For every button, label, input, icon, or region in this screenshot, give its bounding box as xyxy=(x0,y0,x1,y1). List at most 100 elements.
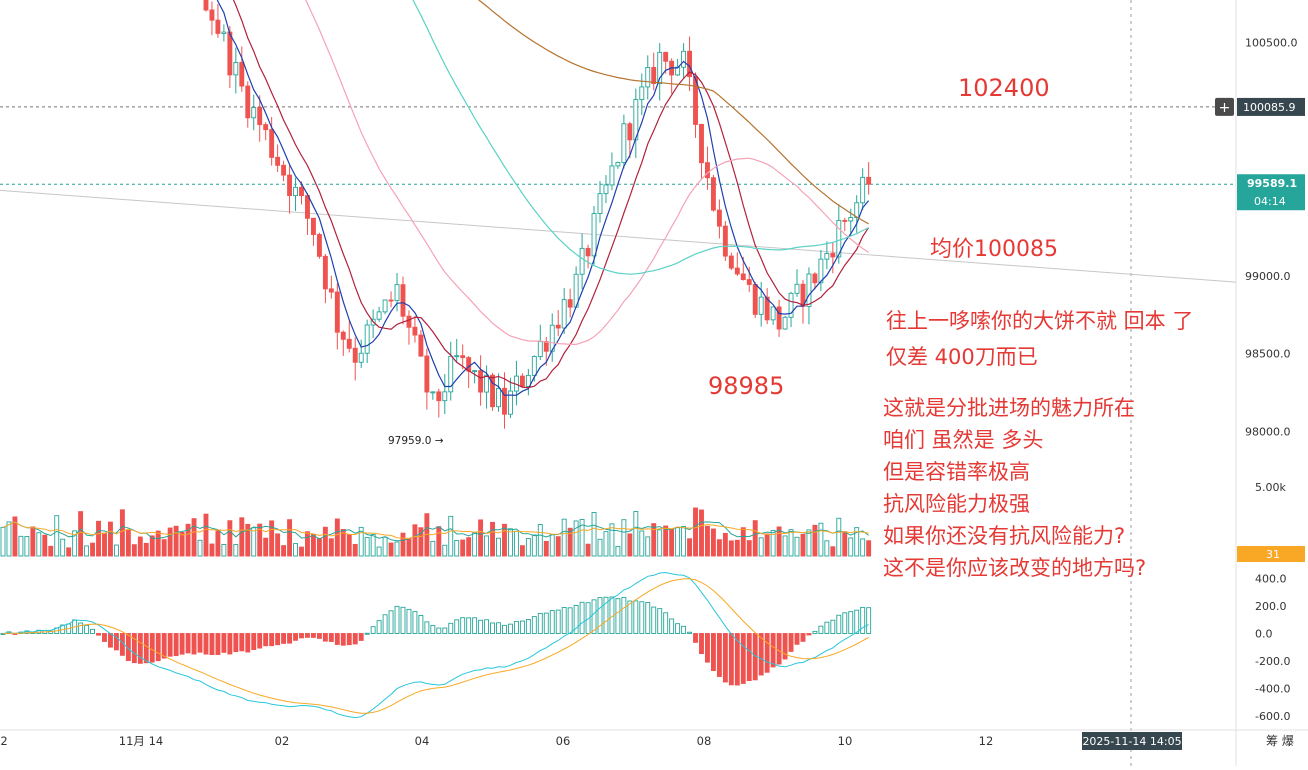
candle-body xyxy=(293,186,298,197)
volume-bar-17 xyxy=(102,532,107,557)
ma-line-5 xyxy=(216,0,870,396)
candle-75 xyxy=(448,341,454,401)
macd-bar-42 xyxy=(251,633,257,651)
macd-bar-144 xyxy=(860,606,866,634)
candle-body xyxy=(275,156,281,166)
ma-line-60 xyxy=(412,0,869,275)
volume-bar-39 xyxy=(233,544,239,557)
candle-63 xyxy=(376,306,382,322)
current-price-tag-text: 99589.1 xyxy=(1247,177,1297,190)
volume-bar-46 xyxy=(275,533,281,557)
macd-bar-119 xyxy=(710,633,716,672)
candle-71 xyxy=(424,348,430,410)
candle-58 xyxy=(346,320,352,353)
macd-bar-99 xyxy=(591,599,597,634)
macd-bar-142 xyxy=(848,611,854,634)
comment-line-5: 但是容错率极高 xyxy=(883,460,1030,484)
volume-bar-106 xyxy=(633,511,639,557)
macd-bar-124 xyxy=(740,633,746,684)
volume-bar-96 xyxy=(573,520,579,557)
candle-82 xyxy=(490,372,495,411)
comment-line-4: 咱们 虽然是 多头 xyxy=(883,428,1044,452)
macd-bar-110 xyxy=(657,608,663,634)
time-tick-7: 12 xyxy=(979,734,994,748)
volume-bar-124 xyxy=(740,527,746,557)
candle-121 xyxy=(722,220,728,261)
candle-body xyxy=(239,62,245,87)
macd-bar-91 xyxy=(543,612,549,634)
macd-tick-2: 0.0 xyxy=(1255,628,1273,641)
candle-65 xyxy=(388,291,394,308)
candle-body xyxy=(830,253,836,258)
macd-bar-105 xyxy=(627,600,633,634)
candle-body xyxy=(424,355,430,393)
candle-39 xyxy=(233,47,239,94)
macd-bar-16 xyxy=(96,633,101,636)
volume-bar-70 xyxy=(418,527,424,557)
volume-bar-57 xyxy=(340,529,346,557)
volume-bar-12 xyxy=(72,530,78,557)
comment-line-6: 抗风险能力极强 xyxy=(883,492,1030,516)
low-price-label: 98985 xyxy=(708,372,785,400)
volume-bar-120 xyxy=(716,539,722,557)
candle-body xyxy=(460,355,466,359)
candle-body xyxy=(734,267,740,275)
volume-bar-18 xyxy=(108,521,113,557)
volume-bar-7 xyxy=(42,534,48,557)
candle-72 xyxy=(430,391,436,400)
volume-bar-4 xyxy=(24,536,30,557)
volume-bar-73 xyxy=(436,526,442,557)
macd-bar-141 xyxy=(842,612,848,634)
macd-bar-134 xyxy=(800,633,806,642)
candle-66 xyxy=(394,272,400,312)
candle-144 xyxy=(860,168,866,211)
candle-131 xyxy=(782,315,788,330)
macd-bar-84 xyxy=(502,624,507,634)
volume-bar-52 xyxy=(310,534,316,557)
macd-bar-40 xyxy=(239,633,245,652)
candle-body xyxy=(740,273,746,281)
candle-body xyxy=(209,9,215,21)
macd-bar-44 xyxy=(263,633,269,647)
candle-body xyxy=(651,67,657,85)
candle-body xyxy=(806,273,812,307)
macd-bar-51 xyxy=(305,633,310,638)
volume-bar-34 xyxy=(203,513,209,557)
price-tick-8: 98500.0 xyxy=(1245,348,1291,361)
macd-bar-63 xyxy=(376,620,382,634)
macd-bar-35 xyxy=(209,633,215,656)
macd-bar-76 xyxy=(454,619,460,634)
candle-54 xyxy=(322,254,328,304)
candle-body xyxy=(782,316,788,330)
candle-body xyxy=(346,338,352,349)
candle-83 xyxy=(496,373,501,412)
candle-109 xyxy=(651,52,657,91)
candle-body xyxy=(561,299,567,329)
candle-body xyxy=(758,296,764,315)
volume-bar-112 xyxy=(669,528,675,557)
macd-bar-54 xyxy=(322,633,328,642)
candle-104 xyxy=(621,114,627,169)
volume-bar-85 xyxy=(508,528,513,557)
volume-bar-114 xyxy=(681,525,687,557)
macd-bar-62 xyxy=(370,626,376,634)
volume-bar-27 xyxy=(161,539,167,557)
macd-bar-137 xyxy=(818,625,824,634)
candle-108 xyxy=(645,55,651,100)
macd-bar-23 xyxy=(137,633,143,664)
time-tick-6: 10 xyxy=(838,734,853,748)
candle-128 xyxy=(764,288,770,325)
volume-bar-104 xyxy=(621,519,627,557)
candle-body xyxy=(621,123,627,163)
macd-bar-65 xyxy=(388,610,394,634)
macd-bar-34 xyxy=(203,633,209,655)
macd-bar-125 xyxy=(746,633,752,682)
macd-bar-136 xyxy=(812,630,818,634)
macd-tick-5: -600.0 xyxy=(1255,710,1290,723)
candle-132 xyxy=(788,291,794,328)
macd-bar-89 xyxy=(531,616,537,634)
candle-body xyxy=(310,217,316,235)
volume-bar-13 xyxy=(78,511,84,557)
volume-bar-19 xyxy=(113,544,119,557)
